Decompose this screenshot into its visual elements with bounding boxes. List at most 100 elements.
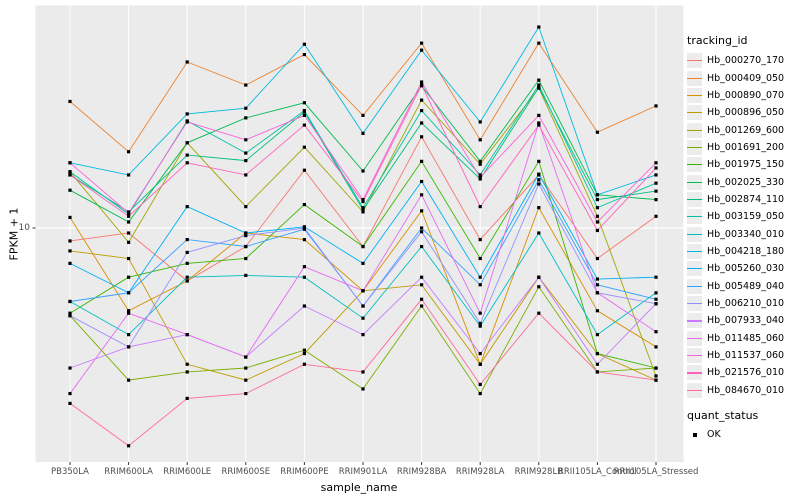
data-point[interactable] xyxy=(537,206,541,210)
data-point[interactable] xyxy=(68,391,72,396)
data-point[interactable] xyxy=(68,366,72,370)
data-point[interactable] xyxy=(537,231,541,235)
data-point[interactable] xyxy=(185,250,189,254)
data-point[interactable] xyxy=(595,333,599,337)
data-point[interactable] xyxy=(537,85,541,89)
data-point[interactable] xyxy=(595,351,599,356)
data-point[interactable] xyxy=(185,205,189,209)
legend-item-Hb_001269_600[interactable]: Hb_001269_600 xyxy=(687,121,784,138)
data-point[interactable] xyxy=(302,52,306,57)
data-point[interactable] xyxy=(537,172,541,176)
data-point[interactable] xyxy=(361,244,365,249)
data-point[interactable] xyxy=(654,302,658,306)
data-point[interactable] xyxy=(244,159,248,163)
data-point[interactable] xyxy=(244,173,248,177)
data-point[interactable] xyxy=(68,311,72,315)
data-point[interactable] xyxy=(420,179,424,184)
data-point[interactable] xyxy=(595,130,599,134)
data-point[interactable] xyxy=(244,83,248,87)
data-point[interactable] xyxy=(537,83,541,87)
data-point[interactable] xyxy=(420,98,424,102)
data-point[interactable] xyxy=(654,166,658,170)
data-point[interactable] xyxy=(244,355,248,359)
data-point[interactable] xyxy=(127,444,131,448)
data-point[interactable] xyxy=(127,333,131,337)
data-point[interactable] xyxy=(420,304,424,308)
data-point[interactable] xyxy=(244,256,248,261)
data-point[interactable] xyxy=(361,197,365,202)
data-point[interactable] xyxy=(361,387,365,391)
data-point[interactable] xyxy=(127,378,131,382)
data-point[interactable] xyxy=(595,370,599,374)
data-point[interactable] xyxy=(127,211,131,215)
data-point[interactable] xyxy=(302,237,306,242)
data-point[interactable] xyxy=(361,199,365,204)
data-point[interactable] xyxy=(361,113,365,117)
data-point[interactable] xyxy=(478,351,482,356)
data-point[interactable] xyxy=(420,108,424,113)
data-point[interactable] xyxy=(361,131,365,135)
data-point[interactable] xyxy=(654,181,658,185)
data-point[interactable] xyxy=(361,370,365,374)
data-point[interactable] xyxy=(302,168,306,172)
data-point[interactable] xyxy=(68,99,72,104)
legend-item-Hb_005260_030[interactable]: Hb_005260_030 xyxy=(687,260,784,277)
data-point[interactable] xyxy=(478,205,482,209)
data-point[interactable] xyxy=(68,299,72,304)
legend-item-Hb_003159_050[interactable]: Hb_003159_050 xyxy=(687,208,784,225)
legend-item-Hb_007933_040[interactable]: Hb_007933_040 xyxy=(687,312,784,329)
data-point[interactable] xyxy=(244,244,248,249)
data-point[interactable] xyxy=(302,101,306,105)
data-point[interactable] xyxy=(420,41,424,45)
data-point[interactable] xyxy=(595,220,599,224)
data-point[interactable] xyxy=(68,170,72,174)
data-point[interactable] xyxy=(244,231,248,235)
data-point[interactable] xyxy=(244,205,248,209)
data-point[interactable] xyxy=(537,121,541,125)
data-point[interactable] xyxy=(185,161,189,165)
data-point[interactable] xyxy=(420,48,424,52)
data-point[interactable] xyxy=(595,277,599,281)
data-point[interactable] xyxy=(595,228,599,233)
data-point[interactable] xyxy=(478,159,482,163)
data-point[interactable] xyxy=(537,113,541,117)
data-point[interactable] xyxy=(302,362,306,366)
data-point[interactable] xyxy=(127,291,131,295)
data-point[interactable] xyxy=(244,391,248,396)
data-point[interactable] xyxy=(478,324,482,328)
data-point[interactable] xyxy=(420,297,424,301)
data-point[interactable] xyxy=(654,297,658,301)
data-point[interactable] xyxy=(478,275,482,279)
legend-item-Hb_003340_010[interactable]: Hb_003340_010 xyxy=(687,225,784,242)
data-point[interactable] xyxy=(185,153,189,157)
data-point[interactable] xyxy=(68,314,72,318)
data-point[interactable] xyxy=(478,283,482,287)
legend-item-Hb_002874_110[interactable]: Hb_002874_110 xyxy=(687,191,784,208)
data-point[interactable] xyxy=(302,202,306,207)
data-point[interactable] xyxy=(185,333,189,337)
data-point[interactable] xyxy=(595,193,599,197)
data-point[interactable] xyxy=(302,108,306,113)
data-point[interactable] xyxy=(420,283,424,287)
data-point[interactable] xyxy=(478,173,482,177)
legend-item-Hb_001975_150[interactable]: Hb_001975_150 xyxy=(687,156,784,173)
data-point[interactable] xyxy=(478,256,482,261)
data-point[interactable] xyxy=(302,348,306,352)
data-point[interactable] xyxy=(537,25,541,29)
data-point[interactable] xyxy=(654,291,658,295)
data-point[interactable] xyxy=(127,309,131,313)
data-point[interactable] xyxy=(654,189,658,193)
data-point[interactable] xyxy=(361,210,365,214)
data-point[interactable] xyxy=(185,275,189,279)
data-point[interactable] xyxy=(185,112,189,116)
data-point[interactable] xyxy=(185,396,189,400)
data-point[interactable] xyxy=(420,209,424,213)
legend-item-Hb_084670_010[interactable]: Hb_084670_010 xyxy=(687,382,784,399)
data-point[interactable] xyxy=(185,370,189,374)
data-point[interactable] xyxy=(302,123,306,127)
data-point[interactable] xyxy=(537,123,541,127)
legend-item-Hb_001691_200[interactable]: Hb_001691_200 xyxy=(687,139,784,156)
data-point[interactable] xyxy=(361,208,365,212)
data-point[interactable] xyxy=(361,289,365,293)
data-point[interactable] xyxy=(127,256,131,261)
